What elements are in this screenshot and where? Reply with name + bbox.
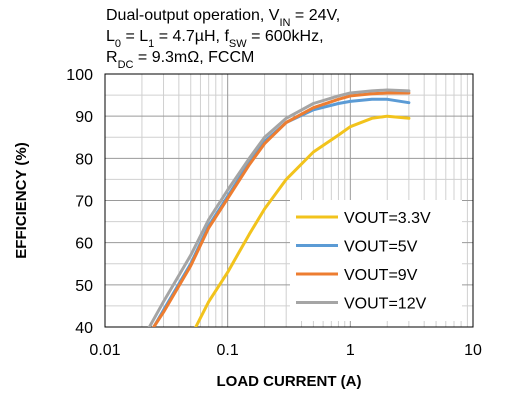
x-tick-label: 0.01 bbox=[89, 342, 120, 359]
y-tick-label: 40 bbox=[75, 320, 93, 337]
x-tick-labels: 0.01 0.1 1 10 bbox=[89, 342, 482, 359]
legend-background bbox=[290, 200, 462, 321]
x-tick-label: 0.1 bbox=[217, 342, 239, 359]
chart-title: Dual-output operation, VIN = 24V,L0 = L1… bbox=[106, 7, 340, 71]
legend-label-4: VOUT=12V bbox=[344, 296, 427, 313]
y-tick-label: 80 bbox=[75, 151, 93, 168]
x-tick-label: 1 bbox=[346, 342, 355, 359]
y-tick-label: 100 bbox=[66, 67, 93, 84]
title-line-1: Dual-output operation, VIN = 24V, bbox=[106, 7, 340, 29]
y-tick-label: 90 bbox=[75, 109, 93, 126]
y-tick-labels: 40 50 60 70 80 90 100 bbox=[66, 67, 93, 337]
series-line-3 bbox=[152, 91, 411, 327]
plot-area-frame bbox=[104, 73, 474, 328]
x-axis-label: LOAD CURRENT (A) bbox=[217, 373, 362, 390]
series-lines bbox=[147, 88, 411, 327]
legend: VOUT=3.3V VOUT=5V VOUT=9V VOUT=12V bbox=[290, 200, 462, 321]
legend-label-2: VOUT=5V bbox=[344, 239, 418, 256]
legend-label-1: VOUT=3.3V bbox=[344, 210, 431, 227]
series-line-1 bbox=[194, 114, 411, 327]
y-tick-label: 60 bbox=[75, 236, 93, 253]
title-line-2: L0 = L1 = 4.7µH, fSW = 600kHz, bbox=[106, 28, 324, 50]
x-tick-label: 10 bbox=[464, 342, 482, 359]
title-line-3: RDC = 9.3mΩ, FCCM bbox=[106, 49, 254, 71]
y-tick-label: 70 bbox=[75, 194, 93, 211]
series-line-4 bbox=[147, 88, 411, 327]
y-axis-label: EFFICIENCY (%) bbox=[13, 142, 30, 258]
y-tick-label: 50 bbox=[75, 278, 93, 295]
legend-label-3: VOUT=9V bbox=[344, 267, 418, 284]
